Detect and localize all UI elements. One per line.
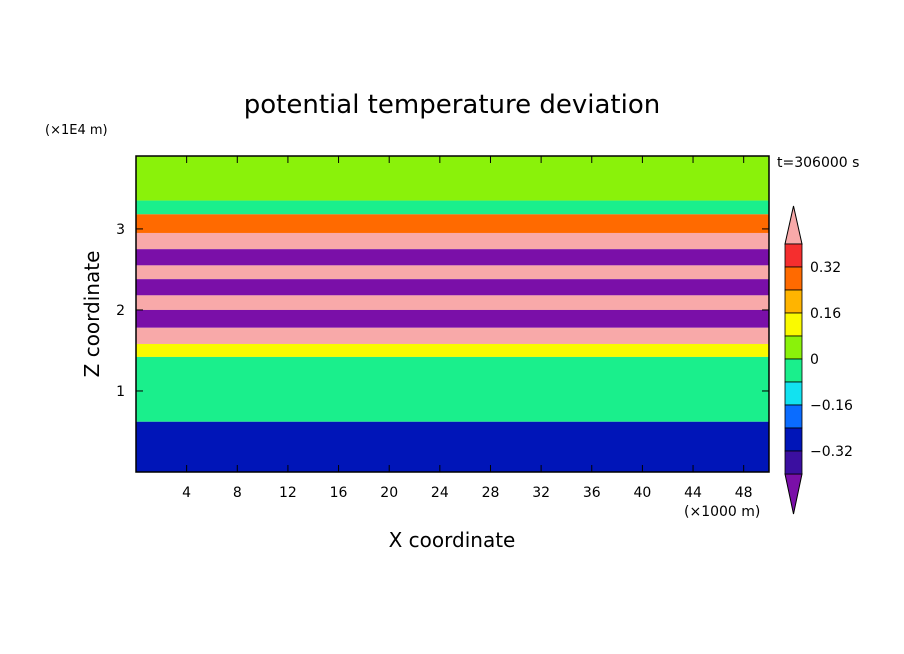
x-axis-label: X coordinate <box>389 528 516 552</box>
colorbar-label: −0.32 <box>810 444 853 460</box>
plot-frame <box>135 155 770 473</box>
colorbar-segment <box>784 289 803 314</box>
colorbar-segment <box>784 404 803 429</box>
x-tick-label: 40 <box>633 485 651 501</box>
x-tick-label: 20 <box>380 485 398 501</box>
colorbar-segment <box>784 243 803 268</box>
colorbar: 0.32 0.16 0 −0.16 −0.32 <box>784 205 853 515</box>
x-tick-label: 28 <box>482 485 500 501</box>
heatmap-band <box>136 156 769 201</box>
colorbar-label: 0.32 <box>810 260 841 276</box>
colorbar-segment <box>784 358 803 383</box>
x-tick-label: 32 <box>532 485 550 501</box>
heatmap-band <box>136 279 769 296</box>
colorbar-segment <box>784 335 803 360</box>
x-tick-label: 24 <box>431 485 449 501</box>
x-tick-label: 36 <box>583 485 601 501</box>
time-label: t=306000 s <box>777 155 859 171</box>
x-tick-label: 44 <box>684 485 702 501</box>
chart-title: potential temperature deviation <box>244 90 660 120</box>
heatmap-band <box>136 214 769 233</box>
heatmap-band <box>136 232 769 250</box>
x-tick-label: 48 <box>735 485 753 501</box>
y-tick-label: 1 <box>116 384 125 400</box>
colorbar-label: −0.16 <box>810 398 853 414</box>
colorbar-segment <box>784 450 803 475</box>
x-tick-label: 16 <box>330 485 348 501</box>
colorbar-segment <box>784 312 803 337</box>
y-axis: 1 2 3 <box>116 222 769 400</box>
heatmap-band <box>136 356 769 422</box>
heatmap-band <box>136 249 769 266</box>
heatmap-band <box>136 343 769 357</box>
plot-area <box>136 156 769 472</box>
colorbar-label: 0 <box>810 352 819 368</box>
colorbar-segment <box>784 427 803 452</box>
x-axis: 4 8 12 16 20 24 28 32 36 40 44 48 <box>182 156 753 501</box>
y-tick-label: 2 <box>116 303 125 319</box>
heatmap-band <box>136 327 769 344</box>
colorbar-segment <box>784 381 803 406</box>
y-tick-label: 3 <box>116 222 125 238</box>
colorbar-segment <box>784 266 803 291</box>
colorbar-arrow-bottom <box>784 473 803 515</box>
x-tick-label: 8 <box>233 485 242 501</box>
heatmap-band <box>136 309 769 328</box>
y-unit-label: (×1E4 m) <box>45 123 108 138</box>
y-axis-label: Z coordinate <box>80 251 104 378</box>
x-unit-label: (×1000 m) <box>684 504 760 520</box>
heatmap-band <box>136 421 769 472</box>
x-tick-label: 4 <box>182 485 191 501</box>
heatmap-band <box>136 265 769 280</box>
x-tick-label: 12 <box>279 485 297 501</box>
heatmap-band <box>136 200 769 215</box>
heatmap-band <box>136 295 769 310</box>
colorbar-arrow-top <box>784 205 803 245</box>
colorbar-label: 0.16 <box>810 306 841 322</box>
